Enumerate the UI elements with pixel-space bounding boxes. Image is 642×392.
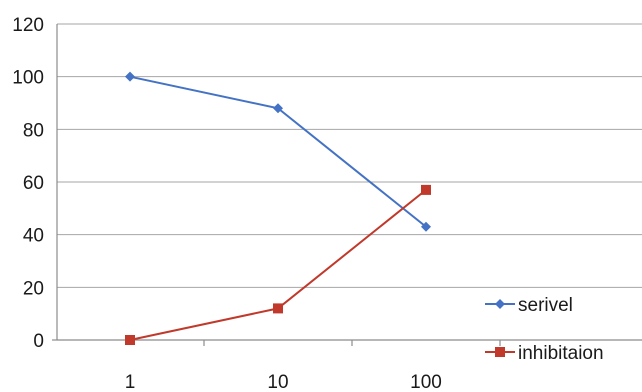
x-tick-label: 100 bbox=[410, 372, 442, 392]
y-tick-label: 120 bbox=[12, 15, 44, 36]
legend-marker bbox=[495, 299, 505, 309]
series bbox=[125, 71, 431, 345]
legend-label: serivel bbox=[518, 295, 573, 316]
y-tick-label: 20 bbox=[23, 278, 44, 299]
legend-label: inhibitaion bbox=[518, 343, 604, 364]
legend-entry: serivel bbox=[485, 295, 573, 316]
y-tick-label: 100 bbox=[12, 68, 44, 89]
gridlines bbox=[57, 23, 642, 288]
axes bbox=[52, 24, 642, 346]
y-tick-labels: 0 20 40 60 80 100 120 bbox=[12, 15, 44, 352]
data-point bbox=[421, 184, 431, 195]
series-inhibitaion bbox=[125, 184, 431, 345]
y-tick-label: 0 bbox=[33, 331, 44, 352]
y-tick-label: 40 bbox=[23, 226, 44, 247]
x-tick-label: 10 bbox=[267, 372, 288, 392]
legend-entry: inhibitaion bbox=[485, 343, 604, 364]
data-point bbox=[273, 303, 283, 314]
y-tick-label: 60 bbox=[23, 173, 44, 194]
data-point bbox=[273, 103, 283, 114]
x-tick-labels: 1 10 100 bbox=[125, 372, 442, 392]
legend: serivel inhibitaion bbox=[485, 295, 604, 364]
data-point bbox=[125, 71, 135, 82]
data-point bbox=[421, 221, 431, 232]
series-line bbox=[129, 189, 427, 341]
series-line bbox=[129, 75, 427, 228]
series-serivel bbox=[125, 71, 431, 232]
x-tick-label: 1 bbox=[125, 372, 136, 392]
data-point bbox=[125, 335, 135, 345]
legend-marker bbox=[495, 347, 505, 357]
y-tick-label: 80 bbox=[23, 120, 44, 141]
